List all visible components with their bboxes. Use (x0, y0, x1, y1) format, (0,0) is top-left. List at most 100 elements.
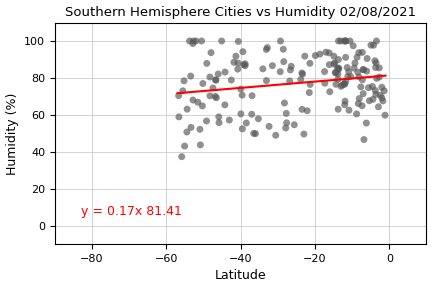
Point (238, 111, 245, 116)
Point (346, 39, 353, 43)
Point (307, 82, 314, 87)
Point (281, 101, 288, 105)
Point (239, 49, 246, 54)
Point (304, 109, 311, 113)
Point (186, 39, 193, 43)
Point (326, 62, 333, 67)
Point (359, 67, 366, 72)
Point (255, 116, 262, 121)
Point (231, 60, 238, 65)
Point (316, 52, 323, 56)
Point (194, 100, 201, 105)
Point (312, 53, 319, 58)
Point (378, 96, 385, 100)
Point (269, 63, 276, 68)
Point (373, 39, 380, 43)
Point (331, 60, 338, 65)
Point (283, 111, 290, 116)
Point (252, 131, 259, 136)
Point (299, 72, 306, 76)
Point (181, 78, 187, 83)
Point (330, 54, 337, 58)
Point (282, 126, 289, 130)
Point (187, 74, 194, 78)
Point (248, 93, 255, 98)
Point (179, 88, 186, 93)
Point (218, 39, 225, 43)
Point (239, 126, 246, 131)
Point (175, 93, 182, 98)
Point (344, 65, 351, 70)
Point (354, 70, 361, 75)
Point (288, 64, 295, 69)
Point (175, 115, 182, 119)
Point (366, 98, 373, 103)
Point (369, 84, 376, 89)
Point (213, 96, 220, 100)
Point (372, 60, 379, 65)
Point (248, 112, 255, 117)
Point (259, 67, 266, 71)
Point (342, 79, 349, 84)
Point (354, 55, 361, 60)
Point (210, 86, 216, 90)
Point (232, 54, 239, 58)
Point (330, 62, 337, 67)
Point (368, 43, 375, 48)
Point (212, 94, 219, 99)
Point (339, 83, 346, 87)
Point (263, 47, 270, 52)
Point (357, 85, 364, 89)
Point (235, 39, 242, 44)
Point (239, 93, 246, 97)
Point (363, 69, 370, 73)
Point (356, 96, 363, 101)
Point (215, 72, 222, 76)
Point (306, 90, 313, 95)
Point (203, 61, 210, 66)
Point (263, 78, 270, 83)
Point (359, 50, 366, 55)
Point (335, 39, 342, 43)
Point (345, 69, 352, 74)
Point (241, 61, 248, 66)
Point (189, 41, 196, 46)
Point (184, 130, 191, 134)
Point (377, 93, 384, 98)
Point (341, 103, 348, 107)
Point (243, 121, 250, 125)
Title: Southern Hemisphere Cities vs Humidity 02/08/2021: Southern Hemisphere Cities vs Humidity 0… (65, 5, 416, 18)
Point (369, 97, 376, 102)
Point (350, 43, 357, 48)
Point (360, 67, 367, 72)
Point (344, 74, 351, 79)
Point (222, 70, 229, 74)
Point (376, 75, 383, 79)
Point (203, 119, 210, 123)
Point (299, 71, 305, 75)
Point (373, 76, 380, 81)
Point (277, 69, 284, 74)
Point (342, 55, 349, 60)
Point (206, 75, 213, 79)
Point (370, 43, 377, 48)
Point (372, 58, 378, 63)
Point (272, 133, 279, 138)
Point (356, 50, 362, 55)
Point (181, 144, 188, 148)
Point (242, 63, 249, 68)
Point (375, 105, 382, 109)
Point (200, 81, 206, 86)
Point (198, 39, 205, 43)
Point (334, 77, 341, 82)
Point (341, 82, 348, 86)
Point (337, 84, 344, 89)
Point (216, 120, 222, 125)
Point (381, 113, 388, 118)
Point (381, 88, 388, 93)
X-axis label: Latitude: Latitude (215, 270, 267, 283)
Point (206, 94, 213, 98)
Point (299, 107, 305, 112)
Point (326, 90, 333, 94)
Point (306, 61, 313, 66)
